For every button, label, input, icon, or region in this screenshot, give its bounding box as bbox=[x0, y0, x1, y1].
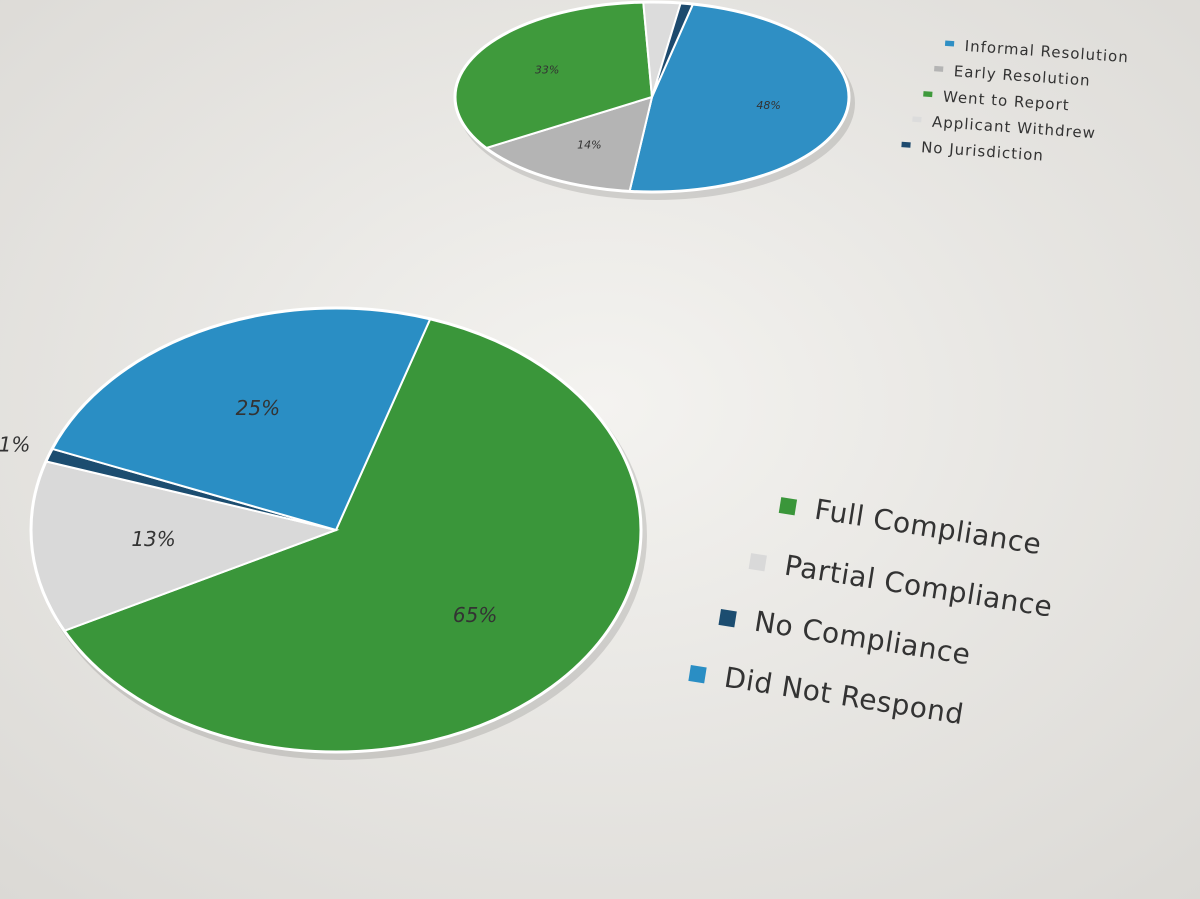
legend-swatch bbox=[944, 40, 955, 47]
slice-label: 33% bbox=[535, 64, 559, 77]
legend-swatch bbox=[923, 91, 933, 98]
slice-label: 14% bbox=[577, 138, 601, 151]
legend-swatch bbox=[688, 665, 707, 684]
slice-label: 13% bbox=[131, 527, 175, 551]
slice-label: 25% bbox=[236, 396, 280, 420]
legend-swatch bbox=[748, 553, 767, 572]
legend-swatch bbox=[778, 497, 798, 516]
legend-swatch bbox=[901, 141, 911, 148]
pie-rim bbox=[453, 0, 851, 194]
legend-swatch bbox=[912, 116, 922, 123]
legend-swatch bbox=[718, 609, 737, 628]
pie-rim bbox=[29, 306, 643, 754]
slice-label: 48% bbox=[756, 99, 780, 112]
legend-swatch bbox=[934, 65, 944, 72]
slice-label: 65% bbox=[453, 603, 497, 627]
slice-label: 1% bbox=[0, 433, 30, 457]
